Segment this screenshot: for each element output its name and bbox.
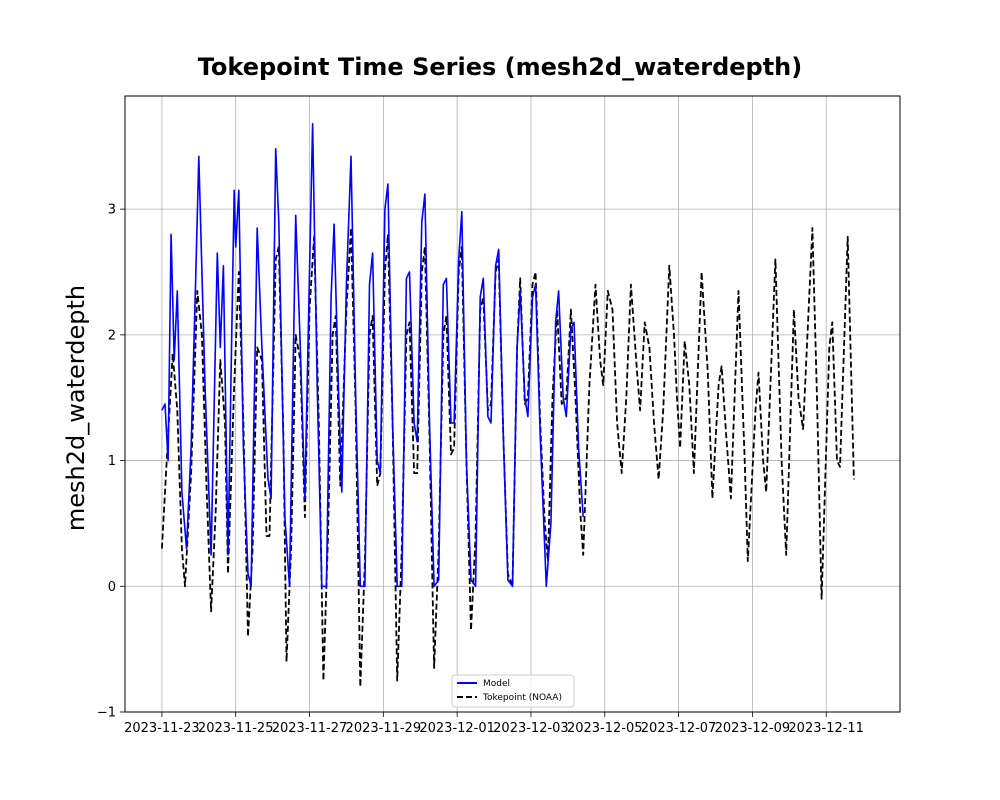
x-tick-label: 2023-11-27 (272, 721, 348, 736)
y-tick-label: 2 (108, 328, 116, 343)
legend-label-model: Model (483, 679, 510, 689)
x-tick-label: 2023-12-09 (715, 721, 791, 736)
legend-box (451, 674, 575, 708)
legend-label-tokepoint: Tokepoint (NOAA) (482, 693, 562, 703)
plot-frame (124, 95, 901, 713)
x-axis: 2023-11-232023-11-252023-11-272023-11-29… (124, 712, 864, 736)
series-line-tokepoint (161, 227, 855, 688)
x-tick-label: 2023-12-01 (419, 721, 495, 736)
y-axis-label: mesh2d_waterdepth (62, 285, 90, 531)
legend: Model Tokepoint (NOAA) (451, 674, 575, 708)
chart-title: Tokepoint Time Series (mesh2d_waterdepth… (198, 53, 802, 81)
x-tick-label: 2023-11-23 (124, 721, 200, 736)
x-tick-label: 2023-12-11 (788, 721, 864, 736)
x-tick-label: 2023-12-05 (567, 721, 643, 736)
plot-lines (161, 122, 855, 688)
series-line-model (161, 122, 584, 588)
y-axis: −1 0 1 2 3 (97, 203, 125, 721)
y-tick-label: −1 (97, 706, 116, 721)
x-tick-label: 2023-11-29 (346, 721, 422, 736)
grid (125, 96, 900, 713)
y-tick-label: 0 (108, 580, 116, 595)
x-tick-label: 2023-12-07 (641, 721, 717, 736)
y-tick-label: 1 (108, 454, 116, 469)
y-tick-label: 3 (108, 203, 116, 218)
x-tick-label: 2023-12-03 (493, 721, 569, 736)
x-tick-label: 2023-11-25 (198, 721, 274, 736)
